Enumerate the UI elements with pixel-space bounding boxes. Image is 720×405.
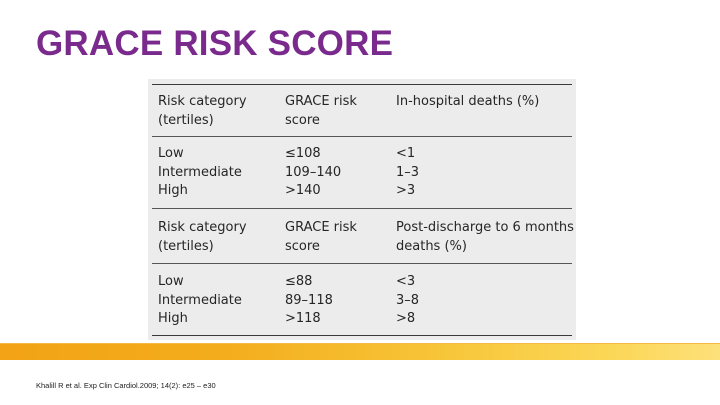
section-divider-rule bbox=[152, 208, 572, 209]
table-bottom-rule bbox=[152, 335, 572, 336]
table-cell: 109–140 bbox=[285, 164, 342, 180]
section1-header-rule bbox=[152, 136, 572, 137]
table-cell: High bbox=[158, 311, 188, 326]
table-cell: Intermediate bbox=[158, 292, 242, 308]
section1-category-column: Low Intermediate High bbox=[158, 145, 242, 201]
table-cell: 1–3 bbox=[396, 164, 420, 180]
section2-header-category: Risk category (tertiles) bbox=[158, 220, 247, 254]
section1-header-outcome: In-hospital deaths (%) bbox=[396, 94, 540, 109]
table-cell: >8 bbox=[396, 311, 416, 326]
table-cell: >3 bbox=[396, 183, 416, 198]
decorative-orange-band bbox=[0, 344, 720, 360]
decorative-band-edge bbox=[0, 343, 720, 344]
table-cell: >140 bbox=[285, 183, 321, 198]
section2-outcome-column: <3 3–8 >8 bbox=[396, 273, 419, 329]
table-cell: 89–118 bbox=[285, 292, 333, 308]
grace-risk-table: Risk category (tertiles) GRACE risk scor… bbox=[148, 79, 576, 340]
section1-header-category: Risk category (tertiles) bbox=[158, 94, 247, 128]
section2-header-rule bbox=[152, 263, 572, 264]
section2-header-score: GRACE risk score bbox=[285, 220, 357, 254]
table-top-rule bbox=[152, 84, 572, 85]
table-cell: Low bbox=[158, 274, 184, 289]
citation-text: Khalill R et al. Exp Clin Cardiol.2009; … bbox=[36, 381, 216, 390]
section2-header-outcome: Post-discharge to 6 months deaths (%) bbox=[396, 220, 574, 254]
table-cell: Low bbox=[158, 146, 184, 161]
table-cell: <1 bbox=[396, 146, 416, 161]
slide-title: GRACE RISK SCORE bbox=[36, 24, 394, 63]
section2-score-column: ≤88 89–118 >118 bbox=[285, 273, 333, 329]
section1-outcome-column: <1 1–3 >3 bbox=[396, 145, 419, 201]
table-cell: ≤88 bbox=[285, 274, 313, 289]
section1-header-score: GRACE risk score bbox=[285, 94, 357, 128]
table-cell: 3–8 bbox=[396, 292, 420, 308]
section1-score-column: ≤108 109–140 >140 bbox=[285, 145, 341, 201]
section2-category-column: Low Intermediate High bbox=[158, 273, 242, 329]
table-cell: ≤108 bbox=[285, 146, 321, 161]
table-cell: <3 bbox=[396, 274, 416, 289]
table-cell: >118 bbox=[285, 311, 321, 326]
table-cell: Intermediate bbox=[158, 164, 242, 180]
table-cell: High bbox=[158, 183, 188, 198]
